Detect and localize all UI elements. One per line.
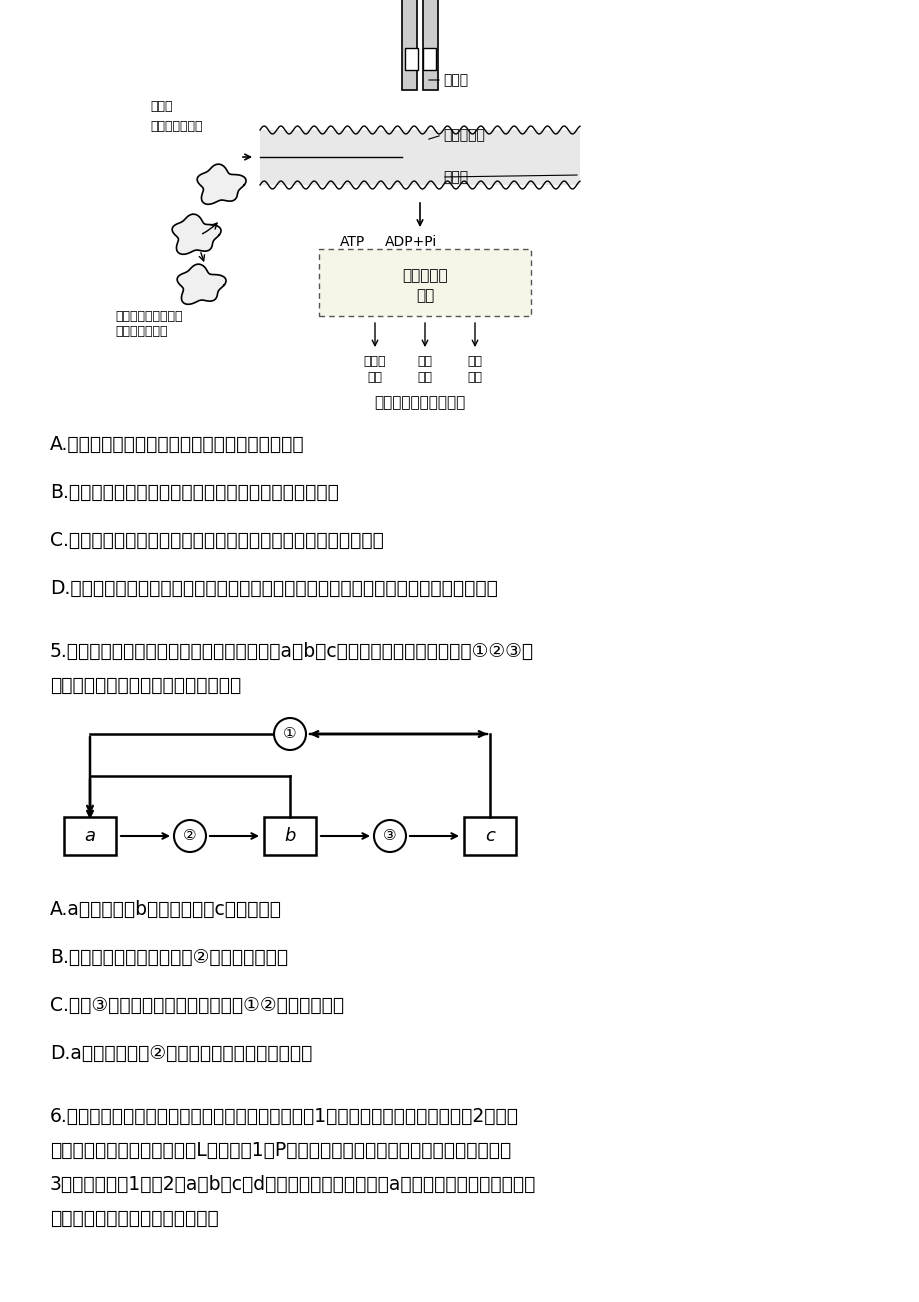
Text: 胰岛素受体: 胰岛素受体 [443,128,484,142]
Text: 胰岛素作用机制模式图: 胰岛素作用机制模式图 [374,395,465,410]
Text: D.a除能分泌激素②外，还能合成分泌抗利尿激素: D.a除能分泌激素②外，还能合成分泌抗利尿激素 [50,1044,312,1062]
Bar [64,816,116,855]
Circle shape [274,717,306,750]
Text: 3。若分别在图1和图2的a、b、c、d处给予足够强度的刺激（a点离左右两个电极的距离相: 3。若分别在图1和图2的a、b、c、d处给予足够强度的刺激（a点离左右两个电极的… [50,1174,536,1194]
Text: b: b [284,827,295,845]
Bar [423,48,436,70]
Text: ②: ② [183,828,197,844]
Text: ADP+Pi: ADP+Pi [384,234,437,249]
Text: 脂质: 脂质 [417,355,432,368]
Text: ①: ① [283,727,297,742]
Text: 等），测得的电位变化图正确的是: 等），测得的电位变化图正确的是 [50,1210,219,1228]
Text: 葡萄糖: 葡萄糖 [150,100,173,113]
Text: ③: ③ [383,828,396,844]
Text: 蜗白质: 蜗白质 [363,355,386,368]
Polygon shape [177,264,226,305]
Bar [402,0,416,90]
Text: c: c [484,827,494,845]
Text: 5.如图为甲状腺激素的分泌调节示意图，其中a、b、c表示人体内三种内分泌腺，①②③表: 5.如图为甲状腺激素的分泌调节示意图，其中a、b、c表示人体内三种内分泌腺，①②… [50,642,534,661]
Text: A.胰岛素能够促进靶细胞摄取、贮存和利用葡萄糖: A.胰岛素能够促进靶细胞摄取、贮存和利用葡萄糖 [50,435,304,454]
Text: 示三种不同的激素。下列叙述错误的是: 示三种不同的激素。下列叙述错误的是 [50,676,241,695]
Text: 酸的磷酸化: 酸的磷酸化 [402,268,448,283]
Text: 胞膀内的囊泡）: 胞膀内的囊泡） [115,326,167,339]
Text: A.a表示垂体，b表示甲状腺，c表示下丘脑: A.a表示垂体，b表示甲状腺，c表示下丘脑 [50,900,282,919]
Text: 合成: 合成 [417,371,432,384]
Text: 葡萄糖转运载体: 葡萄糖转运载体 [150,120,202,133]
Text: a: a [85,827,96,845]
Bar [463,816,516,855]
Circle shape [374,820,405,852]
Text: D.转基因大肠杆菌能合成胰岛素的一个重要原因是真核生物和原核生物共用一套遗传密码: D.转基因大肠杆菌能合成胰岛素的一个重要原因是真核生物和原核生物共用一套遗传密码 [50,579,497,598]
Text: 促进: 促进 [415,288,434,303]
Polygon shape [197,164,245,204]
FancyBboxPatch shape [319,249,530,316]
Text: 合成: 合成 [367,371,382,384]
Bar [423,0,437,90]
Circle shape [174,820,206,852]
Text: 细胞膜: 细胞膜 [443,171,468,184]
Bar [260,130,579,185]
Text: 6.将两个灵敏电流计分别连接到神经纤维表面（如图1）突触结构两端的表面（如图2），每: 6.将两个灵敏电流计分别连接到神经纤维表面（如图1）突触结构两端的表面（如图2）… [50,1107,518,1126]
Bar [264,816,315,855]
Polygon shape [172,215,221,254]
Text: 葡萄糖转运体（存于: 葡萄糖转运体（存于 [115,310,182,323]
Text: B.缺碘地区人的血液中激素②含量高于正常值: B.缺碘地区人的血液中激素②含量高于正常值 [50,948,288,967]
Text: 胰岛素: 胰岛素 [443,73,468,87]
Text: B.葡萄糖进入细胞的方式需要转运蜗白，因此是主动转运: B.葡萄糖进入细胞的方式需要转运蜗白，因此是主动转运 [50,483,338,503]
Bar [404,48,417,70]
Text: 个电表两电极之间的距离都为L，当在图1的P点给予足够强度的刺激时，测得电位变化如图: 个电表两电极之间的距离都为L，当在图1的P点给予足够强度的刺激时，测得电位变化如… [50,1141,511,1160]
Text: 糖元: 糖元 [467,355,482,368]
Text: C.激素③含量增加可通过反馈调节使①②激素分泌减少: C.激素③含量增加可通过反馈调节使①②激素分泌减少 [50,996,344,1016]
Text: ATP: ATP [340,234,365,249]
Text: C.若图中靶细胞膜上胰岛素受体结构改变则可能导致血糖浓度升高: C.若图中靶细胞膜上胰岛素受体结构改变则可能导致血糖浓度升高 [50,531,383,549]
Text: 合成: 合成 [467,371,482,384]
